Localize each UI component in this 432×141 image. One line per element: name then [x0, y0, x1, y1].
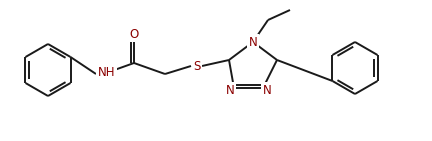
Text: NH: NH	[98, 67, 115, 80]
Text: N: N	[249, 36, 257, 49]
Text: S: S	[193, 60, 201, 72]
Text: N: N	[226, 83, 235, 96]
Text: N: N	[263, 83, 271, 96]
Text: O: O	[129, 27, 139, 40]
